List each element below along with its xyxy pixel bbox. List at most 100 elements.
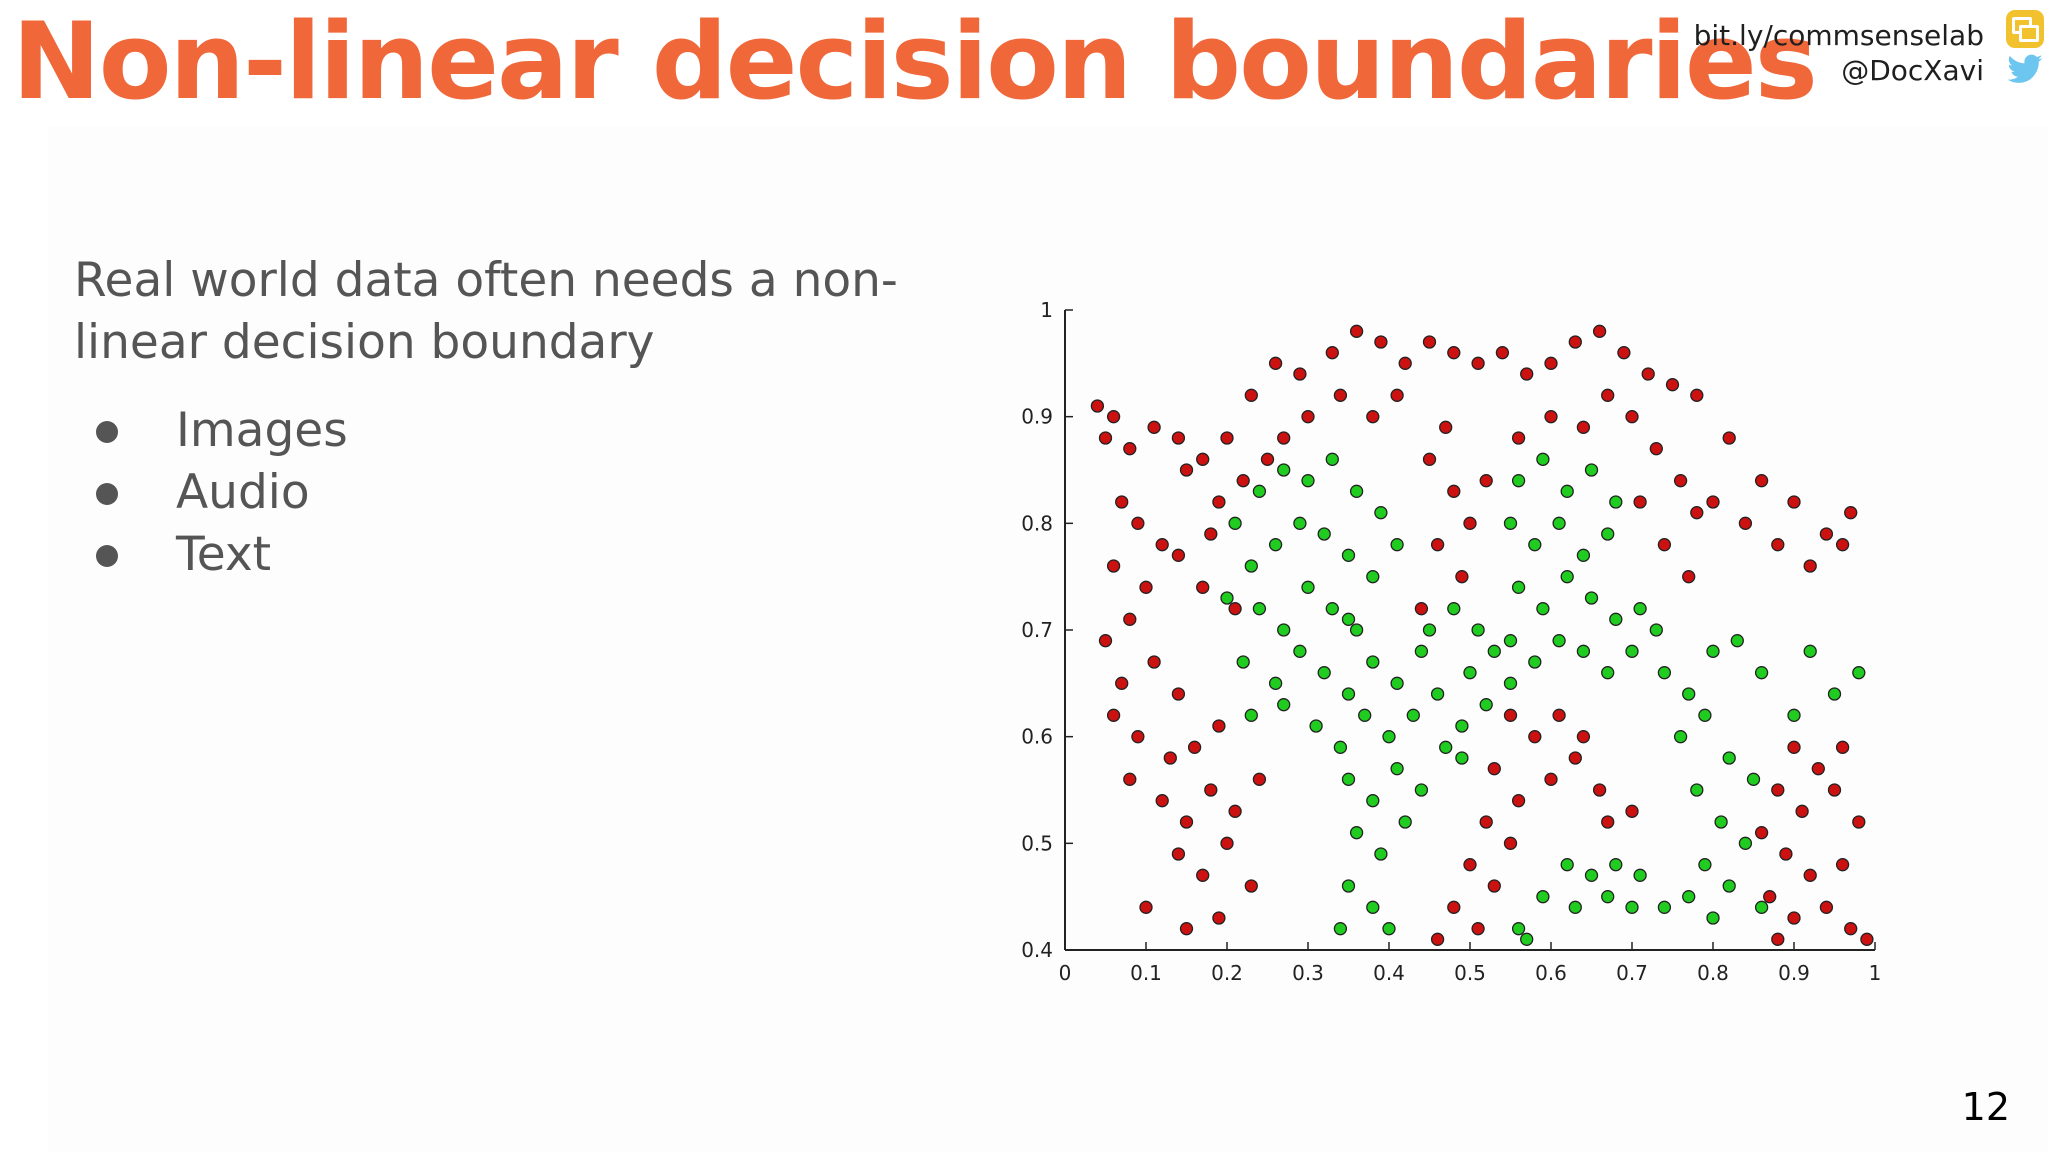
red-data-point	[1390, 388, 1404, 402]
red-data-point	[1544, 410, 1558, 424]
bullet-label: Text	[176, 527, 272, 582]
green-data-point	[1349, 826, 1364, 840]
twitter-handle[interactable]: @DocXavi	[1841, 54, 1984, 87]
red-data-point	[1844, 506, 1858, 520]
red-data-point	[1503, 836, 1518, 850]
green-data-point	[1609, 495, 1623, 509]
green-data-point	[1447, 602, 1461, 616]
red-data-point	[1592, 783, 1607, 797]
bullet-icon	[96, 545, 118, 567]
green-data-point	[1277, 463, 1291, 477]
green-data-point	[1341, 687, 1356, 701]
x-tick-label: 0.9	[1778, 961, 1810, 985]
red-data-point	[1422, 335, 1437, 349]
red-data-point	[1430, 932, 1445, 946]
red-data-point	[1163, 751, 1177, 765]
red-data-point	[1301, 410, 1315, 424]
red-data-point	[1147, 655, 1161, 669]
green-data-point	[1439, 740, 1453, 754]
red-data-point	[1260, 452, 1275, 466]
red-data-point	[1576, 420, 1591, 434]
red-data-point	[1779, 847, 1793, 861]
green-data-point	[1317, 666, 1331, 680]
red-data-point	[1115, 676, 1129, 690]
red-data-point	[1131, 730, 1145, 744]
green-data-point	[1787, 708, 1801, 722]
red-data-point	[1204, 783, 1218, 797]
red-data-point	[1447, 484, 1461, 498]
green-data-point	[1293, 516, 1307, 530]
green-data-point	[1349, 623, 1364, 637]
red-data-point	[1204, 527, 1218, 541]
x-tick-label: 0.7	[1616, 961, 1648, 985]
red-data-point	[1325, 346, 1339, 360]
slide-title: Non-linear decision boundaries	[12, 0, 1818, 123]
red-data-point	[1811, 762, 1825, 776]
red-data-point	[1754, 826, 1769, 840]
page-number: 12	[1961, 1085, 2010, 1129]
bullet-icon	[96, 421, 118, 443]
red-data-point	[1439, 420, 1453, 434]
green-data-point	[1803, 644, 1817, 658]
red-data-point	[1819, 900, 1834, 914]
green-data-point	[1309, 719, 1323, 733]
green-data-point	[1252, 484, 1267, 498]
red-data-point	[1511, 794, 1526, 808]
green-data-point	[1754, 666, 1769, 680]
red-data-point	[1690, 388, 1704, 402]
y-tick-label: 0.6	[1021, 725, 1053, 749]
red-data-point	[1228, 602, 1242, 616]
lab-link[interactable]: bit.ly/commsenselab	[1693, 19, 1984, 52]
red-data-point	[1487, 762, 1501, 776]
green-data-point	[1584, 868, 1599, 882]
red-data-point	[1366, 410, 1380, 424]
green-data-point	[1560, 570, 1574, 584]
green-data-point	[1430, 687, 1445, 701]
red-data-point	[1447, 346, 1461, 360]
green-data-point	[1852, 666, 1866, 680]
green-data-point	[1503, 676, 1518, 690]
green-data-point	[1487, 644, 1501, 658]
twitter-bird-icon	[2007, 54, 2043, 83]
scatter-chart: 0 0.1 0.2 0.3 0.4 0.5 0.6 0.7 0.8 0.9 1 0.4 0.5 0.6 0.…	[1021, 298, 1881, 985]
red-data-point	[1860, 932, 1874, 946]
red-data-point	[1754, 474, 1769, 488]
red-data-point	[1528, 730, 1542, 744]
green-data-point	[1625, 900, 1639, 914]
red-data-point	[1212, 911, 1226, 925]
red-data-point	[1592, 324, 1607, 338]
y-tick-label: 0.8	[1021, 511, 1053, 535]
green-data-point	[1277, 623, 1291, 637]
red-data-point	[1196, 868, 1210, 882]
green-data-point	[1738, 836, 1753, 850]
green-data-point	[1390, 538, 1404, 552]
green-data-point	[1414, 783, 1429, 797]
green-data-point	[1277, 698, 1291, 712]
red-data-point	[1657, 538, 1672, 552]
green-data-point	[1341, 879, 1356, 893]
y-tick-label: 1	[1040, 298, 1053, 322]
red-data-point	[1552, 708, 1566, 722]
red-data-point	[1844, 922, 1858, 936]
red-data-point	[1179, 922, 1194, 936]
red-data-point	[1576, 730, 1591, 744]
red-data-point	[1852, 815, 1866, 829]
red-data-point	[1179, 815, 1194, 829]
green-data-point	[1584, 591, 1599, 605]
red-data-point	[1244, 388, 1258, 402]
red-data-point	[1155, 538, 1169, 552]
x-tick-label: 0.6	[1535, 961, 1567, 985]
red-data-point	[1196, 580, 1210, 594]
green-data-point	[1268, 676, 1283, 690]
green-data-point	[1390, 676, 1404, 690]
google-slides-icon	[2006, 10, 2044, 48]
green-data-point	[1722, 879, 1736, 893]
red-data-point	[1503, 708, 1518, 722]
green-data-point	[1698, 708, 1712, 722]
green-data-point	[1268, 538, 1283, 552]
red-data-point	[1293, 367, 1307, 381]
red-data-point	[1220, 431, 1234, 445]
red-data-point	[1771, 538, 1785, 552]
green-data-point	[1560, 484, 1574, 498]
green-data-point	[1503, 516, 1518, 530]
